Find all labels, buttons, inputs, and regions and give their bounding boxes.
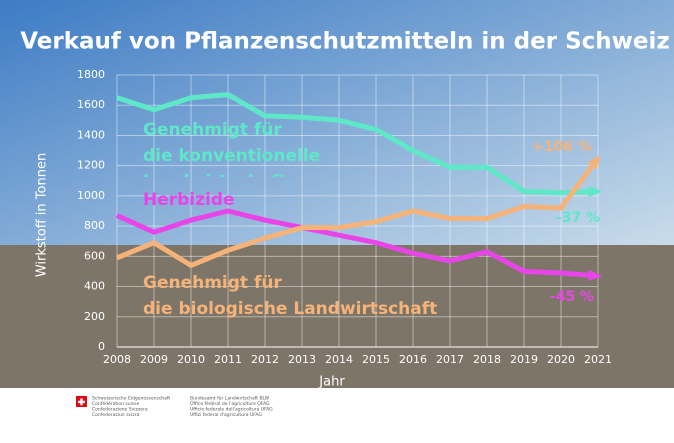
footer-text: Office fédéral de l'agriculture OFAG bbox=[190, 400, 270, 407]
y-axis-label: Wirkstoff in Tonnen bbox=[35, 153, 50, 277]
x-tick-label: 2015 bbox=[362, 353, 390, 366]
y-tick-label: 0 bbox=[98, 340, 105, 353]
x-tick-label: 2009 bbox=[140, 353, 168, 366]
swiss-logo bbox=[76, 396, 87, 407]
footer-text: Bundesamt für Landwirtschaft BLW bbox=[190, 396, 270, 402]
annotation: -45 % bbox=[550, 289, 594, 305]
legend-text: Genehmigt für die konventionelle Landwir… bbox=[143, 120, 321, 177]
y-tick-label: 1600 bbox=[77, 98, 105, 111]
footer-text: Confederaziun svizra bbox=[92, 412, 140, 418]
ground-background bbox=[0, 245, 674, 388]
x-tick-label: 2008 bbox=[103, 353, 131, 366]
x-tick-label: 2016 bbox=[399, 353, 427, 366]
annotation: +106 % bbox=[532, 139, 592, 155]
legend-text: Genehmigt für die biologische Landwirtsc… bbox=[143, 273, 438, 319]
x-tick-label: 2019 bbox=[510, 353, 538, 366]
footer-text: Schweizerische Eidgenossenschaft bbox=[92, 396, 170, 402]
x-tick-label: 2014 bbox=[325, 353, 353, 366]
x-tick-label: 2021 bbox=[584, 353, 612, 366]
x-tick-label: 2017 bbox=[436, 353, 464, 366]
arrow-head bbox=[588, 269, 602, 281]
x-tick-label: 2012 bbox=[251, 353, 279, 366]
series-line bbox=[115, 208, 599, 279]
x-tick-label: 2018 bbox=[473, 353, 501, 366]
x-axis-label: Jahr bbox=[318, 375, 345, 390]
series-line bbox=[116, 92, 599, 196]
arrow-head bbox=[587, 154, 601, 170]
series-line bbox=[116, 156, 601, 268]
y-tick-label: 1200 bbox=[77, 159, 105, 172]
annotation: -37 % bbox=[556, 210, 600, 226]
chart-title: Verkauf von Pflanzenschutzmitteln in der… bbox=[20, 29, 670, 55]
footer-background bbox=[0, 388, 674, 443]
x-tick-label: 2013 bbox=[288, 353, 316, 366]
y-tick-label: 200 bbox=[84, 310, 105, 323]
footer-text: Uffizi federal d'agricultura UFAG bbox=[190, 412, 262, 418]
y-tick-label: 1400 bbox=[77, 128, 105, 141]
y-tick-label: 600 bbox=[84, 249, 105, 262]
footer-text: Ufficio federale dell'agricoltura UFAG bbox=[190, 407, 273, 413]
x-tick-label: 2010 bbox=[177, 353, 205, 366]
x-tick-label: 2020 bbox=[547, 353, 575, 366]
series-label: Herbizide bbox=[143, 190, 235, 210]
legend-text: Herbizide bbox=[143, 190, 235, 210]
footer-text: Confédération suisse bbox=[92, 400, 140, 407]
y-tick-label: 1000 bbox=[77, 189, 105, 202]
y-tick-label: 400 bbox=[84, 280, 105, 293]
x-tick-label: 2011 bbox=[214, 353, 242, 366]
arrow-head bbox=[588, 186, 602, 198]
y-tick-label: 1800 bbox=[77, 68, 105, 81]
cross bbox=[78, 398, 85, 406]
series-label: Genehmigt für die konventionelle Landwir… bbox=[143, 120, 321, 177]
footer-text: Confederazione Svizzera bbox=[92, 407, 148, 413]
y-tick-label: 800 bbox=[84, 219, 105, 232]
series-label: Genehmigt für die biologische Landwirtsc… bbox=[143, 273, 438, 319]
